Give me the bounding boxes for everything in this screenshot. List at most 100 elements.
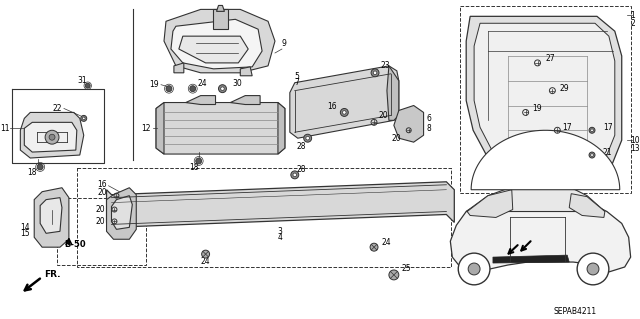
Circle shape (221, 87, 224, 91)
Circle shape (458, 253, 490, 285)
Circle shape (196, 158, 202, 164)
Text: 7: 7 (295, 78, 300, 87)
Polygon shape (467, 190, 513, 218)
Polygon shape (212, 9, 228, 29)
Circle shape (49, 134, 55, 140)
Text: 29: 29 (559, 84, 569, 93)
Text: 16: 16 (327, 102, 337, 111)
Circle shape (370, 243, 378, 251)
Text: 2: 2 (630, 19, 636, 28)
Polygon shape (466, 16, 621, 195)
Circle shape (389, 270, 399, 280)
Bar (57, 198, 146, 265)
Text: 24: 24 (201, 256, 211, 265)
Text: 20: 20 (96, 217, 106, 226)
Polygon shape (230, 96, 260, 105)
Circle shape (371, 69, 379, 77)
Text: 22: 22 (52, 104, 62, 113)
Text: 31: 31 (77, 76, 86, 85)
Polygon shape (179, 36, 248, 63)
Polygon shape (216, 5, 225, 11)
Polygon shape (569, 194, 605, 218)
Text: 14: 14 (20, 223, 30, 232)
Circle shape (587, 263, 599, 275)
Text: 11: 11 (0, 124, 10, 133)
Text: 20: 20 (98, 188, 108, 197)
Polygon shape (387, 66, 399, 120)
Polygon shape (20, 112, 84, 158)
Text: 20: 20 (96, 205, 106, 214)
Text: 20: 20 (379, 111, 388, 120)
Polygon shape (240, 67, 252, 76)
Circle shape (591, 154, 593, 156)
Text: SEPAB4211: SEPAB4211 (554, 307, 597, 316)
Text: 8: 8 (426, 124, 431, 133)
Circle shape (37, 164, 43, 170)
Text: B-50: B-50 (64, 240, 86, 249)
Text: 28: 28 (297, 166, 307, 174)
Polygon shape (106, 188, 136, 239)
Polygon shape (474, 23, 615, 188)
Text: 28: 28 (297, 142, 307, 151)
Polygon shape (471, 130, 620, 190)
Text: 16: 16 (97, 180, 106, 189)
Text: 23: 23 (381, 61, 390, 70)
Circle shape (190, 86, 196, 92)
Text: 15: 15 (20, 229, 30, 238)
Circle shape (218, 85, 227, 93)
Circle shape (83, 117, 85, 120)
Text: 12: 12 (141, 124, 151, 133)
Text: 10: 10 (630, 136, 640, 145)
Polygon shape (40, 198, 62, 233)
Polygon shape (186, 96, 216, 105)
Polygon shape (171, 19, 262, 69)
Text: 26: 26 (570, 166, 580, 174)
Polygon shape (156, 102, 164, 154)
Polygon shape (164, 9, 275, 73)
Polygon shape (24, 122, 77, 152)
Polygon shape (106, 182, 454, 227)
Polygon shape (278, 102, 285, 154)
Bar (460, 6, 630, 193)
Text: 20: 20 (391, 134, 401, 143)
Text: 19: 19 (149, 80, 159, 89)
Polygon shape (290, 66, 399, 138)
Text: 6: 6 (426, 114, 431, 123)
Text: 4: 4 (278, 233, 282, 242)
Text: 17: 17 (603, 123, 612, 132)
Circle shape (373, 71, 377, 75)
Text: 1: 1 (630, 11, 636, 20)
Circle shape (591, 129, 593, 132)
Polygon shape (394, 106, 424, 142)
Circle shape (342, 111, 346, 114)
Circle shape (166, 86, 172, 92)
Text: 17: 17 (563, 123, 572, 132)
Text: 19: 19 (532, 104, 542, 113)
Circle shape (45, 130, 59, 144)
Text: 25: 25 (402, 264, 412, 273)
Polygon shape (34, 188, 69, 247)
Circle shape (291, 171, 299, 179)
Polygon shape (493, 255, 569, 263)
Polygon shape (466, 186, 605, 211)
Text: 24: 24 (382, 238, 392, 247)
Text: 5: 5 (295, 72, 300, 81)
Text: 21: 21 (603, 148, 612, 157)
Circle shape (81, 115, 87, 121)
Circle shape (589, 152, 595, 158)
Text: 24: 24 (198, 79, 207, 88)
Circle shape (202, 250, 209, 258)
Circle shape (293, 173, 296, 177)
Circle shape (468, 263, 480, 275)
Circle shape (85, 83, 90, 88)
Text: 3: 3 (278, 227, 282, 236)
Text: 9: 9 (282, 39, 287, 48)
Circle shape (340, 108, 348, 116)
Circle shape (304, 134, 312, 142)
Polygon shape (451, 194, 630, 272)
Circle shape (306, 137, 310, 140)
Text: 18: 18 (189, 163, 198, 173)
Text: 30: 30 (232, 79, 242, 88)
Bar (77, 168, 451, 267)
Text: FR.: FR. (44, 271, 61, 279)
